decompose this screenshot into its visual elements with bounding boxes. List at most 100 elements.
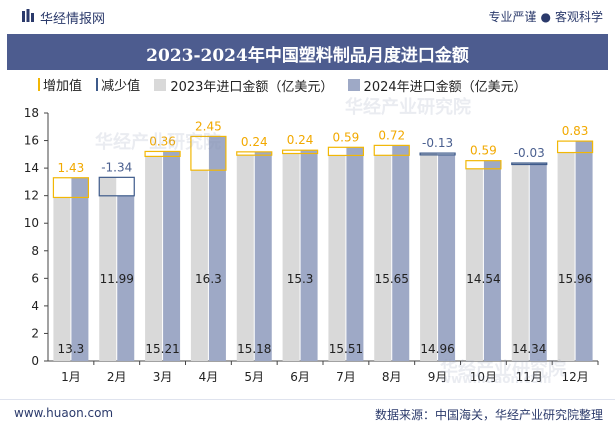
decrease-marker	[98, 176, 135, 197]
y-tick-label: 12	[24, 189, 39, 203]
x-tick-label: 3月	[153, 370, 173, 384]
bar-2024-value-label: 14.34	[512, 342, 546, 356]
bar-2023	[99, 177, 117, 361]
y-tick-label: 16	[24, 134, 39, 148]
bar-2024-value-label: 14.54	[466, 272, 500, 286]
increase-marker	[327, 146, 365, 157]
tagline: 专业严谨 ● 客观科学	[488, 8, 603, 25]
tagline-right: 客观科学	[554, 10, 603, 24]
bar-2024-value-label: 13.3	[58, 342, 85, 356]
x-tick-label: 4月	[199, 370, 219, 384]
bar-2024	[575, 141, 593, 361]
increase-marker	[281, 149, 319, 155]
bar-2024	[208, 136, 226, 361]
x-tick-label: 9月	[428, 370, 448, 384]
change-value-label: 0.59	[470, 144, 497, 158]
decrease-marker	[511, 162, 548, 166]
y-tick-label: 18	[24, 106, 39, 120]
bar-2024-value-label: 15.21	[145, 342, 179, 356]
header-bar: 华经情报网 专业严谨 ● 客观科学	[0, 0, 615, 34]
increase-marker	[373, 144, 410, 156]
footer: www.huaon.com 数据来源：中国海关，华经产业研究院整理	[0, 399, 615, 427]
bullet-icon: ●	[540, 10, 551, 24]
bar-2024	[71, 177, 89, 361]
bar-2024	[529, 163, 547, 361]
bar-2024	[163, 151, 181, 361]
change-value-label: 1.43	[58, 161, 85, 175]
bar-2023	[420, 153, 438, 361]
bar-2024	[346, 147, 364, 361]
y-tick-label: 2	[31, 326, 39, 340]
change-value-label: 0.83	[562, 124, 589, 138]
legend-item-increase: 增加值	[38, 75, 82, 94]
bar-2023	[282, 153, 300, 361]
y-tick-label: 10	[24, 216, 39, 230]
bar-2023	[328, 155, 346, 361]
bar-2023	[557, 152, 575, 361]
bar-2023	[53, 197, 71, 361]
bar-2024-value-label: 15.51	[329, 342, 363, 356]
legend-item-2023: 2023年进口金额（亿美元）	[154, 76, 333, 95]
brand-name: 华经情报网	[40, 12, 106, 27]
footer-source: 数据来源：中国海关，华经产业研究院整理	[374, 408, 603, 422]
legend-label-decrease: 减少值	[101, 79, 141, 94]
chart-title: 2023-2024年中国塑料制品月度进口金额	[146, 46, 469, 66]
increase-marker	[465, 160, 502, 170]
change-value-label: 0.59	[333, 130, 360, 144]
x-tick-label: 7月	[336, 370, 356, 384]
x-tick-label: 10月	[470, 370, 497, 384]
x-tick-label: 2月	[107, 370, 127, 384]
bar-2023	[374, 155, 392, 361]
bar-2024	[392, 145, 410, 361]
increase-swatch	[38, 78, 40, 91]
series-2023-swatch	[154, 79, 167, 91]
x-tick-label: 8月	[382, 370, 402, 384]
tagline-left: 专业严谨	[488, 10, 537, 24]
legend-label-2024: 2024年进口金额（亿美元）	[363, 79, 527, 95]
x-tick-label: 5月	[244, 370, 264, 384]
bar-2024-value-label: 15.3	[287, 272, 314, 286]
decrease-swatch	[96, 78, 99, 91]
bar-2023	[465, 168, 483, 361]
change-value-label: -0.13	[422, 136, 453, 150]
increase-marker	[52, 177, 90, 199]
bar-2024	[483, 160, 501, 361]
x-tick-label: 11月	[516, 370, 543, 384]
x-tick-label: 6月	[290, 370, 310, 384]
change-value-label: 0.36	[149, 134, 176, 148]
bar-2024	[254, 151, 272, 361]
legend-item-decrease: 减少值	[96, 75, 140, 94]
increase-marker	[236, 151, 273, 156]
bar-2024-value-label: 16.3	[195, 272, 222, 286]
y-tick-label: 14	[24, 161, 39, 175]
bar-2024-value-label: 15.18	[237, 342, 271, 356]
change-value-label: -1.34	[101, 160, 132, 174]
y-tick-label: 0	[31, 354, 39, 368]
legend-label-2023: 2023年进口金额（亿美元）	[170, 79, 334, 95]
change-value-label: 0.24	[241, 135, 268, 149]
legend-label-increase: 增加值	[43, 79, 83, 94]
x-tick-label: 1月	[61, 370, 81, 384]
bar-2023	[190, 170, 208, 361]
change-value-label: 2.45	[195, 119, 222, 133]
series-2024-swatch	[347, 79, 360, 91]
change-value-label: 0.72	[378, 128, 405, 142]
y-tick-label: 6	[31, 271, 39, 285]
change-value-label: -0.03	[514, 146, 545, 160]
increase-marker	[190, 135, 227, 171]
bar-2024	[438, 154, 456, 361]
bar-2024	[117, 195, 135, 361]
bar-2023	[145, 156, 163, 361]
legend-item-2024: 2024年进口金额（亿美元）	[347, 76, 527, 95]
brand-logo-icon	[22, 9, 34, 22]
bar-2024-value-label: 11.99	[100, 272, 134, 286]
title-bar: 2023-2024年中国塑料制品月度进口金额	[7, 34, 608, 70]
bar-2024-value-label: 15.65	[375, 272, 409, 286]
bar-2024-value-label: 15.96	[558, 272, 592, 286]
bar-2024	[300, 150, 318, 361]
footer-site: www.huaon.com	[14, 406, 114, 420]
legend: 增加值 减少值 2023年进口金额（亿美元） 2024年进口金额（亿美元）	[38, 75, 537, 95]
bar-2023	[236, 155, 254, 361]
y-tick-label: 4	[31, 299, 39, 313]
